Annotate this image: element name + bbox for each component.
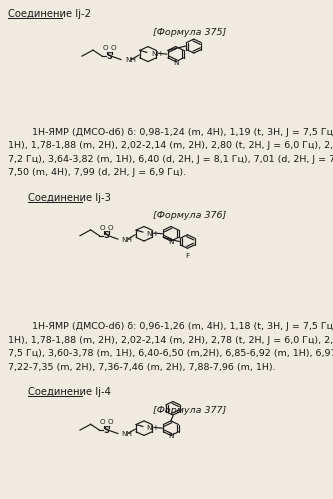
Text: [Формула 375]: [Формула 375]: [154, 28, 227, 37]
Text: O: O: [100, 419, 105, 425]
Text: Соединение Ij-4: Соединение Ij-4: [28, 387, 111, 397]
Text: S: S: [106, 51, 112, 60]
Text: 7,2 Гц), 3,64-3,82 (m, 1H), 6,40 (d, 2H, J = 8,1 Гц), 7,01 (d, 2H, J = 7,2 Гц), : 7,2 Гц), 3,64-3,82 (m, 1H), 6,40 (d, 2H,…: [8, 155, 333, 164]
Text: O: O: [102, 45, 108, 51]
Text: [Формула 377]: [Формула 377]: [154, 406, 227, 415]
Text: 7,22-7,35 (m, 2H), 7,36-7,46 (m, 2H), 7,88-7,96 (m, 1H).: 7,22-7,35 (m, 2H), 7,36-7,46 (m, 2H), 7,…: [8, 363, 276, 372]
Text: O: O: [110, 45, 116, 51]
Text: NH: NH: [151, 51, 162, 57]
Text: NH: NH: [122, 431, 133, 437]
Text: 7,5 Гц), 3,60-3,78 (m, 1H), 6,40-6,50 (m,2H), 6,85-6,92 (m, 1H), 6,97-7,03 (m, 1: 7,5 Гц), 3,60-3,78 (m, 1H), 6,40-6,50 (m…: [8, 349, 333, 358]
Text: 1Н-ЯМР (ДМСО-d6) δ: 0,98-1,24 (m, 4H), 1,19 (t, 3H, J = 7,5 Гц), 1,40 (m,: 1Н-ЯМР (ДМСО-d6) δ: 0,98-1,24 (m, 4H), 1…: [8, 128, 333, 137]
Text: NH: NH: [125, 57, 136, 63]
Text: S: S: [103, 426, 109, 435]
Text: 1Н-ЯМР (ДМСО-d6) δ: 0,96-1,26 (m, 4H), 1,18 (t, 3H, J = 7,5 Гц), 1,40 (m,: 1Н-ЯМР (ДМСО-d6) δ: 0,96-1,26 (m, 4H), 1…: [8, 322, 333, 331]
Text: NH: NH: [147, 426, 158, 432]
Text: O: O: [107, 419, 113, 425]
Text: N: N: [173, 59, 179, 65]
Text: [Формула 376]: [Формула 376]: [154, 212, 227, 221]
Text: O: O: [107, 225, 113, 231]
Text: NH: NH: [122, 237, 133, 243]
Text: S: S: [103, 231, 109, 240]
Text: F: F: [185, 253, 189, 259]
Text: 1H), 1,78-1,88 (m, 2H), 2,02-2,14 (m, 2H), 2,78 (t, 2H, J = 6,0 Гц), 2,98 (q, 2H: 1H), 1,78-1,88 (m, 2H), 2,02-2,14 (m, 2H…: [8, 336, 333, 345]
Text: N: N: [169, 434, 174, 440]
Text: NH: NH: [147, 231, 158, 237]
Text: O: O: [100, 225, 105, 231]
Text: Соединение Ij-3: Соединение Ij-3: [28, 193, 111, 203]
Text: Соединение Ij-2: Соединение Ij-2: [8, 9, 91, 19]
Text: 7,50 (m, 4H), 7,99 (d, 2H, J = 6,9 Гц).: 7,50 (m, 4H), 7,99 (d, 2H, J = 6,9 Гц).: [8, 168, 186, 177]
Text: 1H), 1,78-1,88 (m, 2H), 2,02-2,14 (m, 2H), 2,80 (t, 2H, J = 6,0 Гц), 2,86 (q, 2H: 1H), 1,78-1,88 (m, 2H), 2,02-2,14 (m, 2H…: [8, 141, 333, 150]
Text: N: N: [169, 239, 174, 245]
